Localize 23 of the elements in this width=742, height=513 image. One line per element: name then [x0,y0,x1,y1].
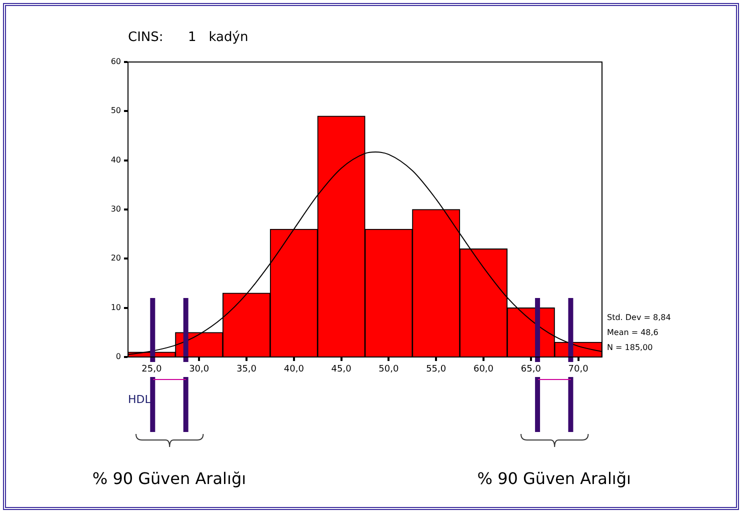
chart-title: CINS: 1 kadýn [128,30,248,45]
x-tick-label: 50,0 [378,364,399,375]
text: N = 185,00 [607,343,653,352]
text: % 90 Güven Aralığı [476,469,632,488]
x-tick-label: 35,0 [236,364,257,375]
x-tick-label: 65,0 [520,364,542,375]
x-tick-label: 40,0 [284,364,304,375]
y-tick-label: 10 [110,302,121,312]
y-tick-label: 40 [110,155,121,164]
x-tick-label: 70,0 [568,364,589,375]
y-tick-label: 30 [110,204,121,214]
x-tick-label: 30,0 [189,364,210,375]
x-tick-label: 25,0 [142,364,162,375]
y-tick-label: 0 [116,352,121,362]
y-tick-label: 50 [110,106,121,116]
text: Std. Dev = 8,84 [607,313,671,322]
y-tick-label: 60 [110,57,121,66]
x-tick-label: 60,0 [473,364,494,375]
text: % 90 Güven Aralığı [91,469,248,488]
text: Mean = 48,6 [607,328,658,337]
y-tick-label: 20 [110,254,121,263]
x-tick-label: 45,0 [331,364,352,375]
x-tick-label: 55,0 [426,364,446,375]
